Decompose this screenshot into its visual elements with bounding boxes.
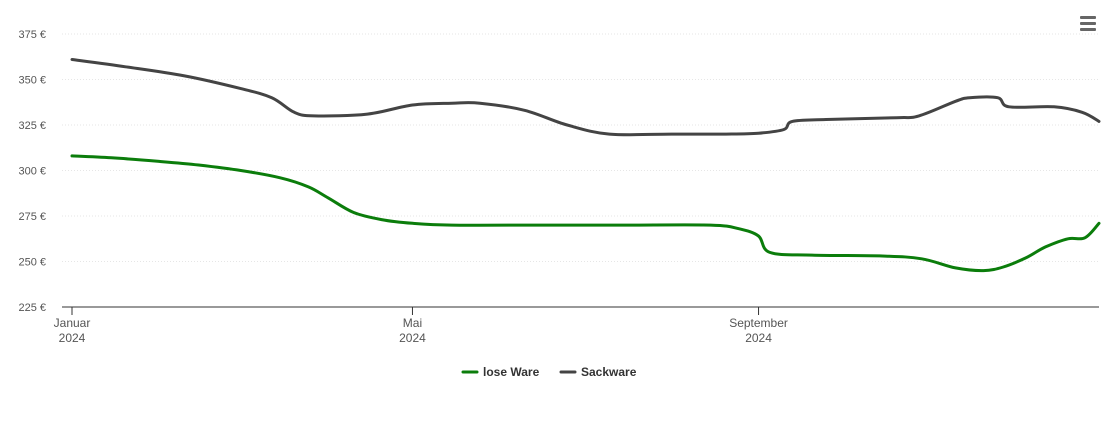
y-tick-label: 350 €	[18, 75, 46, 87]
series-line-0	[70, 154, 1101, 273]
hamburger-menu-icon	[1080, 16, 1096, 19]
y-tick-label: 300 €	[18, 166, 46, 178]
legend-item-label: lose Ware	[483, 365, 540, 379]
legend-item-label: Sackware	[581, 365, 637, 379]
x-tick-year-label: 2024	[745, 331, 772, 345]
y-tick-label: 325 €	[18, 120, 46, 132]
series-line-1	[70, 58, 1101, 137]
x-tick-year-label: 2024	[59, 331, 86, 345]
x-tick-year-label: 2024	[399, 331, 426, 345]
menu-icon-bar	[1080, 28, 1096, 31]
series-lines	[70, 58, 1101, 273]
chart-menu-button[interactable]	[1076, 12, 1100, 34]
x-tick-label: Mai	[403, 316, 422, 330]
x-tick-label: September	[729, 316, 788, 330]
grid-lines	[62, 33, 1099, 262]
menu-icon-bar	[1080, 22, 1096, 25]
y-tick-label: 250 €	[18, 257, 46, 269]
legend[interactable]: lose Ware Sackware	[461, 365, 637, 379]
y-tick-label: 375 €	[18, 29, 46, 41]
x-tick-label: Januar	[54, 316, 91, 330]
y-tick-label: 225 €	[18, 302, 46, 314]
y-axis: 225 € 250 € 275 € 300 € 325 € 350 € 375 €	[18, 29, 46, 314]
y-tick-label: 275 €	[18, 211, 46, 223]
